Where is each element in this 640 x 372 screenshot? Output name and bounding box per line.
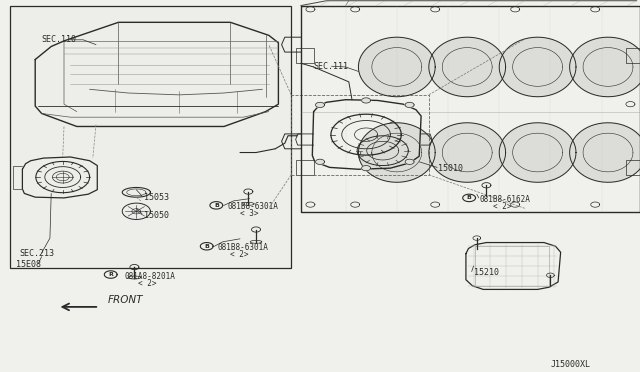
Text: 15050: 15050 xyxy=(144,211,169,220)
Polygon shape xyxy=(429,37,506,97)
Polygon shape xyxy=(463,194,476,202)
Text: 15053: 15053 xyxy=(144,193,169,202)
Polygon shape xyxy=(362,166,371,171)
Text: < 2>: < 2> xyxy=(138,279,156,288)
Text: 081A8-8201A: 081A8-8201A xyxy=(125,272,175,280)
Text: 081B8-6301A: 081B8-6301A xyxy=(218,243,268,252)
Text: < 2>: < 2> xyxy=(493,202,511,211)
Polygon shape xyxy=(316,159,324,164)
Bar xyxy=(291,95,429,175)
Polygon shape xyxy=(570,123,640,182)
Bar xyxy=(10,6,291,268)
Text: SEC.111: SEC.111 xyxy=(314,62,349,71)
Text: 081B8-6301A: 081B8-6301A xyxy=(227,202,278,211)
Polygon shape xyxy=(200,243,213,250)
Polygon shape xyxy=(429,123,506,182)
Text: SEC.213: SEC.213 xyxy=(19,249,54,258)
Polygon shape xyxy=(570,37,640,97)
Text: B: B xyxy=(204,244,209,249)
Text: B: B xyxy=(467,195,472,201)
Polygon shape xyxy=(358,123,435,182)
Text: FRONT: FRONT xyxy=(108,295,143,305)
Text: SEC.110: SEC.110 xyxy=(42,35,77,44)
Text: 15E08: 15E08 xyxy=(16,260,41,269)
Polygon shape xyxy=(405,102,414,108)
Polygon shape xyxy=(499,123,576,182)
Text: R: R xyxy=(108,272,113,277)
Polygon shape xyxy=(362,98,371,103)
Polygon shape xyxy=(499,37,576,97)
Polygon shape xyxy=(104,271,117,278)
Polygon shape xyxy=(210,202,223,209)
Text: 081B8-6162A: 081B8-6162A xyxy=(480,195,531,203)
Text: < 3>: < 3> xyxy=(240,209,259,218)
Text: 15210: 15210 xyxy=(474,268,499,277)
Polygon shape xyxy=(358,37,435,97)
Polygon shape xyxy=(316,102,324,108)
Text: B: B xyxy=(214,203,219,208)
Text: 15010: 15010 xyxy=(438,164,463,173)
Text: < 2>: < 2> xyxy=(230,250,249,259)
Polygon shape xyxy=(405,159,414,164)
Text: J15000XL: J15000XL xyxy=(550,360,590,369)
